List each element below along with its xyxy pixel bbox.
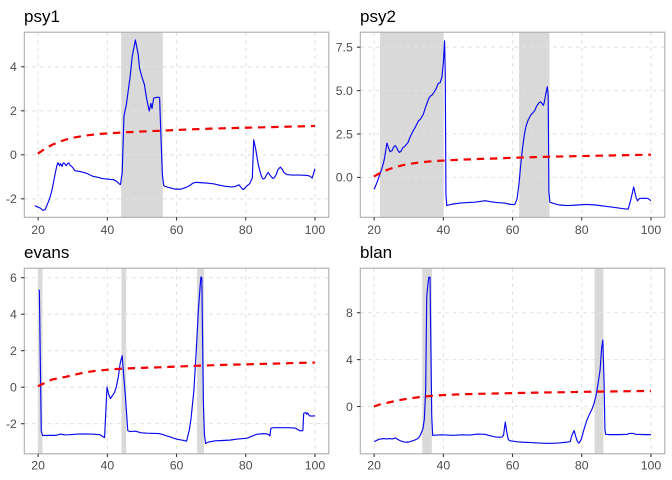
svg-text:80: 80 — [575, 223, 589, 237]
svg-text:80: 80 — [239, 223, 253, 237]
svg-text:evans: evans — [24, 243, 69, 262]
svg-text:5.0: 5.0 — [336, 84, 353, 98]
svg-text:2: 2 — [10, 344, 17, 358]
svg-text:blan: blan — [360, 243, 392, 262]
svg-text:6: 6 — [10, 271, 17, 285]
svg-text:psy1: psy1 — [24, 7, 60, 26]
svg-text:60: 60 — [506, 223, 520, 237]
svg-text:40: 40 — [437, 223, 451, 237]
svg-text:60: 60 — [170, 459, 184, 473]
svg-text:80: 80 — [239, 459, 253, 473]
svg-text:20: 20 — [31, 223, 45, 237]
svg-text:40: 40 — [101, 459, 115, 473]
svg-text:100: 100 — [641, 223, 662, 237]
svg-text:100: 100 — [641, 459, 662, 473]
svg-text:100: 100 — [305, 223, 326, 237]
svg-text:60: 60 — [506, 459, 520, 473]
svg-text:2: 2 — [10, 104, 17, 118]
svg-text:20: 20 — [367, 223, 381, 237]
svg-text:psy2: psy2 — [360, 7, 396, 26]
svg-text:80: 80 — [575, 459, 589, 473]
svg-text:40: 40 — [437, 459, 451, 473]
svg-text:40: 40 — [101, 223, 115, 237]
svg-text:60: 60 — [170, 223, 184, 237]
svg-text:100: 100 — [305, 459, 326, 473]
svg-text:4: 4 — [10, 308, 17, 322]
svg-text:0: 0 — [10, 148, 17, 162]
svg-text:-2: -2 — [6, 192, 17, 206]
svg-text:4: 4 — [10, 60, 17, 74]
svg-text:4: 4 — [346, 353, 353, 367]
svg-text:8: 8 — [346, 306, 353, 320]
svg-text:0.0: 0.0 — [336, 171, 353, 185]
svg-text:7.5: 7.5 — [336, 41, 353, 55]
svg-text:0: 0 — [10, 381, 17, 395]
svg-text:-2: -2 — [6, 417, 17, 431]
svg-text:20: 20 — [367, 459, 381, 473]
svg-text:20: 20 — [31, 459, 45, 473]
svg-text:2.5: 2.5 — [336, 127, 353, 141]
svg-text:0: 0 — [346, 400, 353, 414]
